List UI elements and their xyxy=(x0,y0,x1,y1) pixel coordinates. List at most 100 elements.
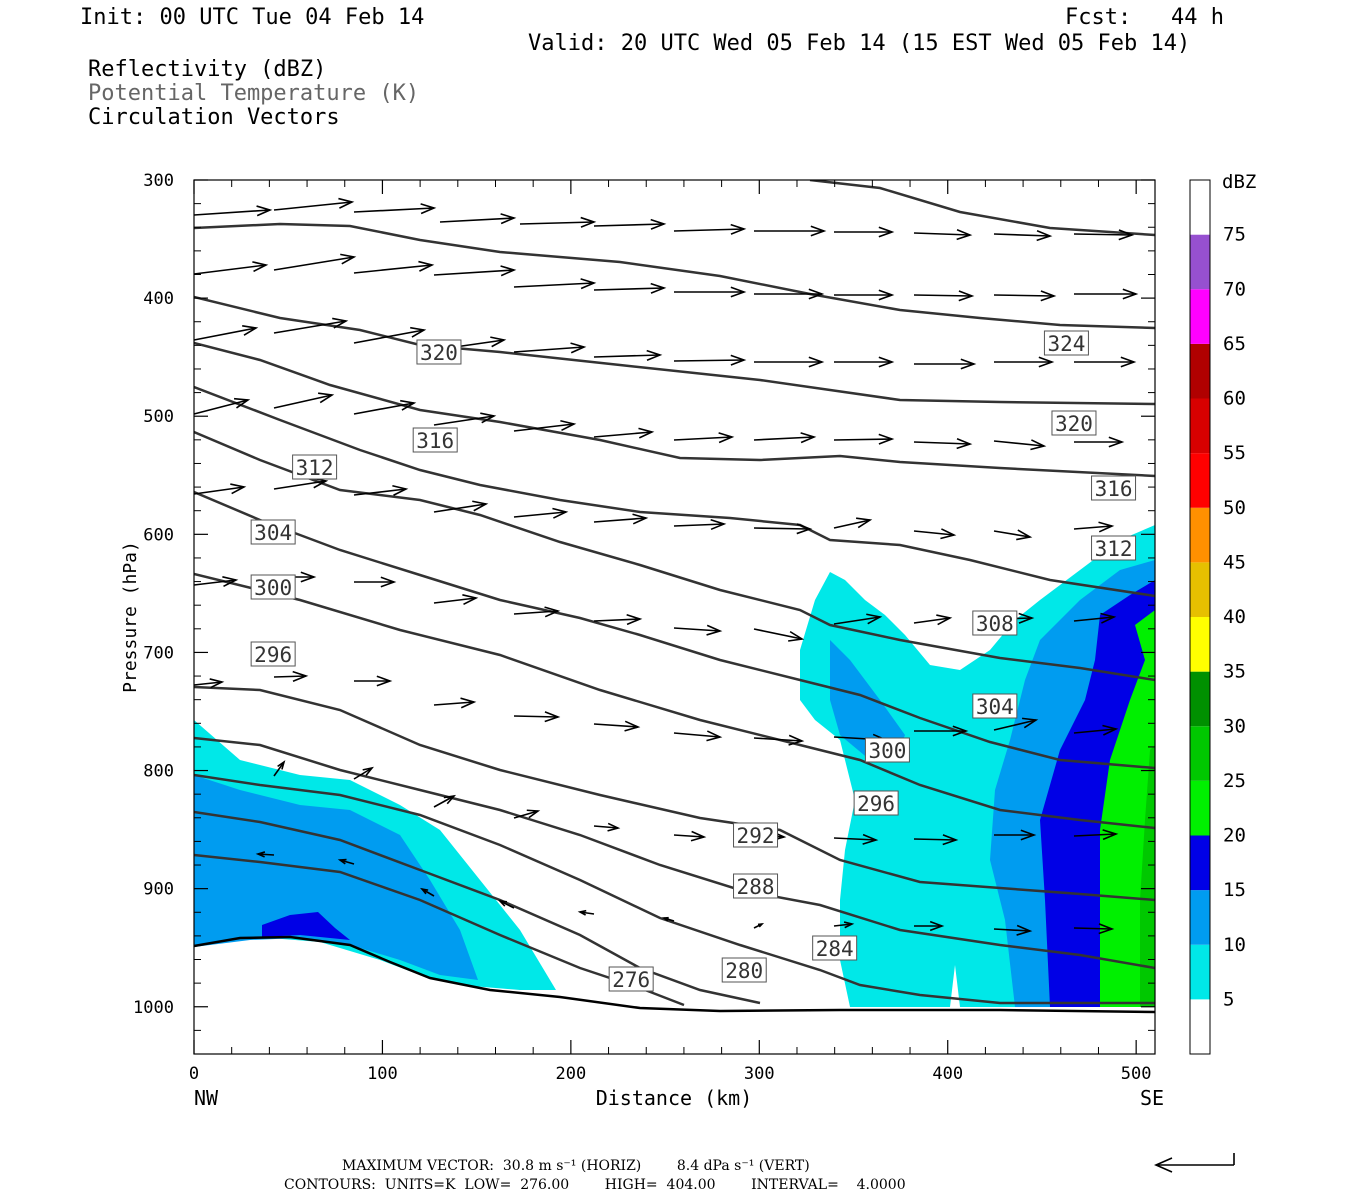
vector-head xyxy=(730,286,747,298)
vector-shaft xyxy=(1073,233,1133,236)
vector-head xyxy=(626,614,643,626)
vector-shaft xyxy=(273,761,285,777)
colorbar-segment xyxy=(1190,890,1210,945)
vector-shaft xyxy=(993,294,1055,297)
theta-296 xyxy=(194,572,1155,830)
contour-label-box xyxy=(292,454,338,480)
vector-shaft xyxy=(193,681,223,686)
field-circulation-vectors: Circulation Vectors xyxy=(88,105,340,130)
reference-vector xyxy=(1154,1153,1235,1173)
vector-head xyxy=(788,630,805,642)
contour-label: 304 xyxy=(976,695,1014,719)
vector-head xyxy=(862,833,879,845)
contour-label: 304 xyxy=(254,521,292,545)
vector-shaft xyxy=(433,701,475,706)
vector-shaft xyxy=(593,431,653,438)
vector-head xyxy=(462,594,479,606)
vector-shaft xyxy=(913,530,955,536)
vector-shaft xyxy=(273,320,347,334)
vector-shaft xyxy=(257,853,275,856)
vector-head xyxy=(490,336,507,348)
vector-shaft xyxy=(433,503,487,513)
refl-15-left xyxy=(262,912,350,940)
vector-shaft xyxy=(833,438,893,441)
colorbar-segment xyxy=(1190,398,1210,454)
vector-shaft xyxy=(593,354,661,358)
contour-label: 300 xyxy=(254,576,292,600)
contour-label: 320 xyxy=(1055,412,1093,436)
vector-head xyxy=(952,725,969,737)
theta-320a xyxy=(194,222,1155,330)
contour-label: 324 xyxy=(1047,332,1085,356)
contour-label-box xyxy=(721,957,767,983)
x-right-end-label: SE xyxy=(1140,1086,1164,1110)
vector-shaft xyxy=(353,488,407,496)
vector-head xyxy=(472,500,489,512)
vector-shaft xyxy=(673,834,705,838)
vector-shaft xyxy=(273,201,353,211)
vector-shaft xyxy=(833,519,871,529)
y-axis-label: Pressure (hPa) xyxy=(120,541,141,693)
vector-head xyxy=(960,358,977,370)
theta-324 xyxy=(809,180,1155,237)
colorbar-segment xyxy=(1190,234,1210,290)
vector-shaft xyxy=(193,327,257,341)
vector-head xyxy=(1102,724,1119,736)
vector-head xyxy=(233,397,251,409)
vector-shaft xyxy=(1073,728,1117,734)
contour-label-box xyxy=(416,339,462,365)
vector-head xyxy=(242,324,259,336)
vector-shaft xyxy=(193,209,271,216)
vector-shaft xyxy=(193,486,245,495)
vector-shaft xyxy=(673,228,745,232)
vector-head xyxy=(544,711,561,723)
vector-shaft xyxy=(913,838,957,841)
y-tick-label: 1000 xyxy=(133,998,174,1018)
vector-head xyxy=(956,228,973,241)
vector-shaft xyxy=(353,767,373,780)
colorbar-segment xyxy=(1190,780,1210,836)
colorbar-label: 70 xyxy=(1223,278,1246,300)
contour-labels: 324 320 320 316 316 312 312 304 300 308 296 304 300 2… xyxy=(250,330,1137,992)
vector-head xyxy=(1036,229,1053,242)
vector-shaft xyxy=(513,282,595,288)
x-tick-label: 300 xyxy=(744,1064,775,1084)
vector-head xyxy=(209,678,225,689)
vector-head xyxy=(392,484,409,496)
contour-label-box xyxy=(412,427,458,453)
vector-head xyxy=(650,282,667,294)
vector-head xyxy=(936,614,953,626)
terrain-line xyxy=(193,935,1156,1014)
vector-shaft xyxy=(353,402,415,415)
vector-shaft xyxy=(593,825,619,829)
colorbar-label: 60 xyxy=(1223,388,1246,410)
vector-shaft xyxy=(593,618,641,622)
colorbar-label: 5 xyxy=(1223,988,1234,1010)
colorbar-segment xyxy=(1190,453,1210,508)
vector-head xyxy=(337,858,347,865)
theta-292 xyxy=(194,685,1155,902)
vector-head xyxy=(718,432,735,444)
y-tick-label: 300 xyxy=(143,171,174,191)
contour-label-box xyxy=(733,873,779,899)
vector-shaft xyxy=(593,723,639,728)
reflectivity-fill xyxy=(194,525,1155,1007)
contour-label: 300 xyxy=(868,739,906,763)
vector-head xyxy=(942,834,959,846)
vector-shaft xyxy=(593,287,665,291)
y-tick-label: 500 xyxy=(143,407,174,427)
vector-head xyxy=(757,922,765,928)
vector-head xyxy=(400,399,417,411)
vector-shaft xyxy=(433,269,515,276)
vector-head xyxy=(1040,290,1057,302)
vector-shaft xyxy=(673,523,725,527)
vector-head xyxy=(1098,923,1115,935)
colorbar-label: 20 xyxy=(1223,825,1246,847)
vector-head xyxy=(650,218,667,230)
vector-head xyxy=(580,216,597,228)
vector-shaft xyxy=(753,436,815,441)
vector-head xyxy=(1022,717,1039,729)
vector-shaft xyxy=(513,511,567,518)
vector-shaft xyxy=(193,399,249,415)
